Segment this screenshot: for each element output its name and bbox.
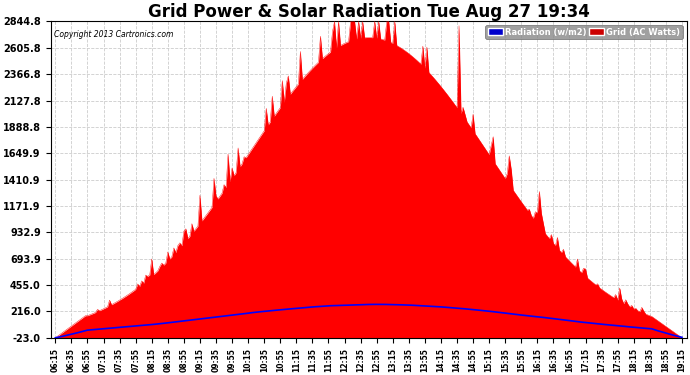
Title: Grid Power & Solar Radiation Tue Aug 27 19:34: Grid Power & Solar Radiation Tue Aug 27 … [148, 3, 589, 21]
Text: Copyright 2013 Cartronics.com: Copyright 2013 Cartronics.com [54, 30, 173, 39]
Legend: Radiation (w/m2), Grid (AC Watts): Radiation (w/m2), Grid (AC Watts) [486, 25, 682, 39]
